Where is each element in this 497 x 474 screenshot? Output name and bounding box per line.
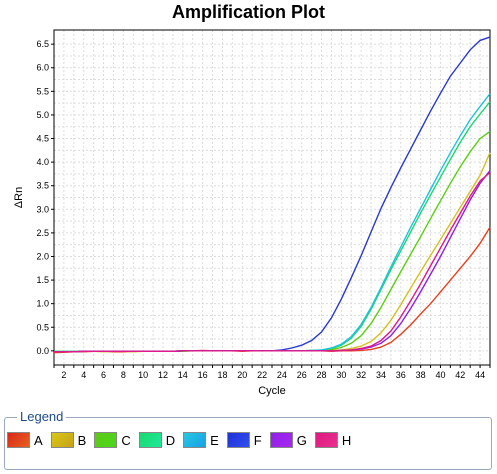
legend: Legend A B C D E F G H <box>4 409 492 470</box>
x-tick-label: 22 <box>257 370 267 380</box>
series-lines <box>53 36 491 354</box>
legend-label: D <box>165 432 176 448</box>
legend-swatch <box>226 432 250 448</box>
y-tick-label: 1.0 <box>36 299 49 309</box>
x-tick-label: 34 <box>376 370 386 380</box>
y-tick-label: 3.0 <box>36 204 49 214</box>
x-tick-label: 14 <box>178 370 188 380</box>
x-tick-label: 30 <box>336 370 346 380</box>
legend-label: A <box>34 432 43 448</box>
legend-title: Legend <box>17 409 67 424</box>
legend-item-c: C <box>94 432 131 448</box>
x-tick-label: 36 <box>396 370 406 380</box>
legend-item-e: E <box>183 432 219 448</box>
x-tick-label: 24 <box>277 370 287 380</box>
x-tick-label: 8 <box>121 370 126 380</box>
y-axis-title: ΔRn <box>13 187 25 208</box>
legend-item-a: A <box>7 432 43 448</box>
x-tick-label: 44 <box>475 370 485 380</box>
legend-item-g: G <box>269 432 307 448</box>
x-axis-ticks: 2 4 6 8 10 12 14 16 18 20 22 24 26 28 30 32 34 36 38 40 42 44 <box>53 365 491 380</box>
legend-swatch <box>269 432 293 448</box>
legend-label: C <box>121 432 131 448</box>
legend-label: B <box>77 432 87 448</box>
x-tick-label: 42 <box>455 370 465 380</box>
legend-label: E <box>210 432 219 448</box>
y-tick-label: 0.0 <box>36 346 49 356</box>
y-tick-label: 1.5 <box>36 275 49 285</box>
x-tick-label: 16 <box>198 370 208 380</box>
legend-item-f: F <box>226 432 262 448</box>
x-tick-label: 12 <box>158 370 168 380</box>
y-tick-label: 5.5 <box>36 86 49 96</box>
legend-label: H <box>341 432 352 448</box>
y-tick-label: 4.0 <box>36 157 49 167</box>
series-line-h <box>54 171 491 353</box>
x-tick-label: 4 <box>81 370 86 380</box>
legend-label: F <box>253 432 262 448</box>
legend-items: A B C D E F G H <box>7 432 359 448</box>
x-tick-label: 10 <box>138 370 148 380</box>
y-tick-label: 3.5 <box>36 181 49 191</box>
y-axis-ticks: 0.0 0.5 1.0 1.5 2.0 2.5 3.0 3.5 4.0 4.5 5.0 5.5 6.0 6… <box>36 39 54 356</box>
x-tick-label: 20 <box>237 370 247 380</box>
chart-title: Amplification Plot <box>172 2 325 22</box>
legend-swatch <box>183 432 207 448</box>
x-tick-label: 18 <box>217 370 227 380</box>
y-tick-label: 2.0 <box>36 251 49 261</box>
legend-swatch <box>314 432 338 448</box>
x-tick-label: 6 <box>101 370 106 380</box>
y-tick-label: 4.5 <box>36 134 49 144</box>
x-tick-label: 28 <box>317 370 327 380</box>
legend-label: G <box>296 432 307 448</box>
x-tick-label: 2 <box>61 370 66 380</box>
x-tick-label: 32 <box>356 370 366 380</box>
legend-item-d: D <box>138 432 176 448</box>
x-tick-label: 26 <box>297 370 307 380</box>
x-tick-label: 38 <box>416 370 426 380</box>
y-tick-label: 0.5 <box>36 322 49 332</box>
y-tick-label: 6.5 <box>36 39 49 49</box>
legend-item-b: B <box>50 432 87 448</box>
legend-swatch <box>94 432 118 448</box>
amplification-plot: 2 4 6 8 10 12 14 16 18 20 22 24 26 28 30 32 34 36 38 40 42 44… <box>13 29 491 397</box>
legend-item-h: H <box>314 432 352 448</box>
x-tick-label: 40 <box>435 370 445 380</box>
x-axis-title: Cycle <box>258 385 286 397</box>
legend-swatch <box>7 432 30 448</box>
legend-swatch <box>50 432 74 448</box>
legend-swatch <box>138 432 162 448</box>
y-tick-label: 2.5 <box>36 228 49 238</box>
y-tick-label: 6.0 <box>36 63 49 73</box>
y-tick-label: 5.0 <box>36 110 49 120</box>
grid <box>53 30 491 365</box>
